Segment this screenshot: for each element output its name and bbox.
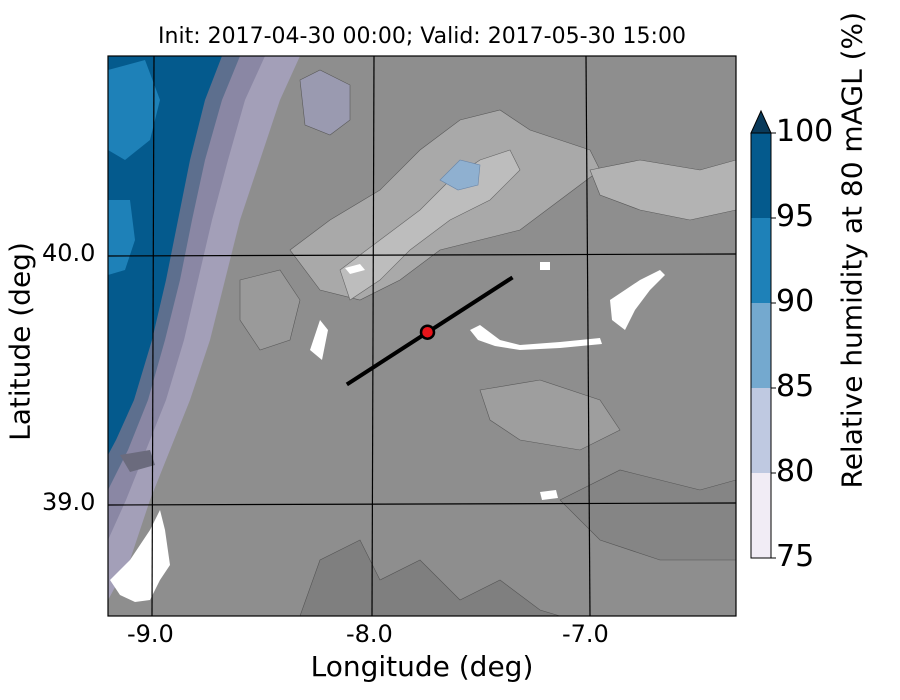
x-tick-label: -8.0 bbox=[346, 620, 393, 648]
water-patch-east bbox=[610, 270, 665, 330]
water-patch-square bbox=[540, 262, 550, 270]
eastern-lowland bbox=[559, 469, 736, 561]
graticule-lat-39 bbox=[108, 502, 736, 506]
y-tick-label: 40.0 bbox=[42, 239, 96, 267]
river-east bbox=[470, 325, 602, 350]
rh-band-90-north bbox=[108, 60, 160, 160]
colorbar-segment bbox=[751, 218, 771, 303]
colorbar-segment bbox=[751, 303, 771, 388]
colorbar-segment bbox=[751, 473, 771, 558]
graticule-lon-9 bbox=[151, 56, 155, 616]
water-patch-small bbox=[345, 264, 365, 274]
chart-title: Init: 2017-04-30 00:00; Valid: 2017-05-3… bbox=[158, 24, 686, 49]
west-hills bbox=[239, 269, 301, 351]
colorbar-frame bbox=[750, 132, 772, 559]
colorbar-segment bbox=[751, 388, 771, 473]
water-patch-southwest bbox=[110, 510, 170, 602]
colorbar-tick-label: 75 bbox=[776, 539, 815, 574]
colorbar-tick-label: 100 bbox=[776, 114, 834, 149]
colorbar-tick-label: 85 bbox=[776, 369, 815, 404]
colorbar bbox=[750, 109, 776, 559]
site-marker bbox=[419, 324, 436, 340]
highland-peak bbox=[339, 149, 521, 301]
north-upland bbox=[299, 69, 351, 136]
y-tick-label: 39.0 bbox=[42, 488, 96, 516]
graticule-lat-40 bbox=[108, 253, 736, 257]
x-axis-label: Longitude (deg) bbox=[310, 650, 534, 683]
colorbar-tick-label: 95 bbox=[776, 199, 815, 234]
coastal-spot bbox=[120, 450, 155, 472]
colorbar-tick-label: 80 bbox=[776, 454, 815, 489]
colorbar-tick-label: 90 bbox=[776, 284, 815, 319]
plot-frame bbox=[107, 55, 737, 617]
graticule-lon-7 bbox=[585, 56, 591, 616]
water-patch-south bbox=[540, 490, 558, 500]
colorbar-extend-arrow bbox=[750, 109, 772, 134]
graticule-lon-8 bbox=[371, 56, 375, 616]
y-axis-label: Latitude (deg) bbox=[3, 242, 37, 441]
northeast-upland bbox=[589, 159, 736, 221]
south-hills bbox=[479, 379, 621, 451]
humid-peak bbox=[439, 159, 481, 191]
water-patch-center bbox=[310, 320, 328, 360]
colorbar-label: Relative humidity at 80 mAGL (%) bbox=[835, 11, 869, 489]
colorbar-segment bbox=[751, 133, 771, 218]
x-tick-label: -9.0 bbox=[127, 620, 174, 648]
x-tick-label: -7.0 bbox=[562, 620, 609, 648]
southern-lowland bbox=[299, 539, 561, 616]
